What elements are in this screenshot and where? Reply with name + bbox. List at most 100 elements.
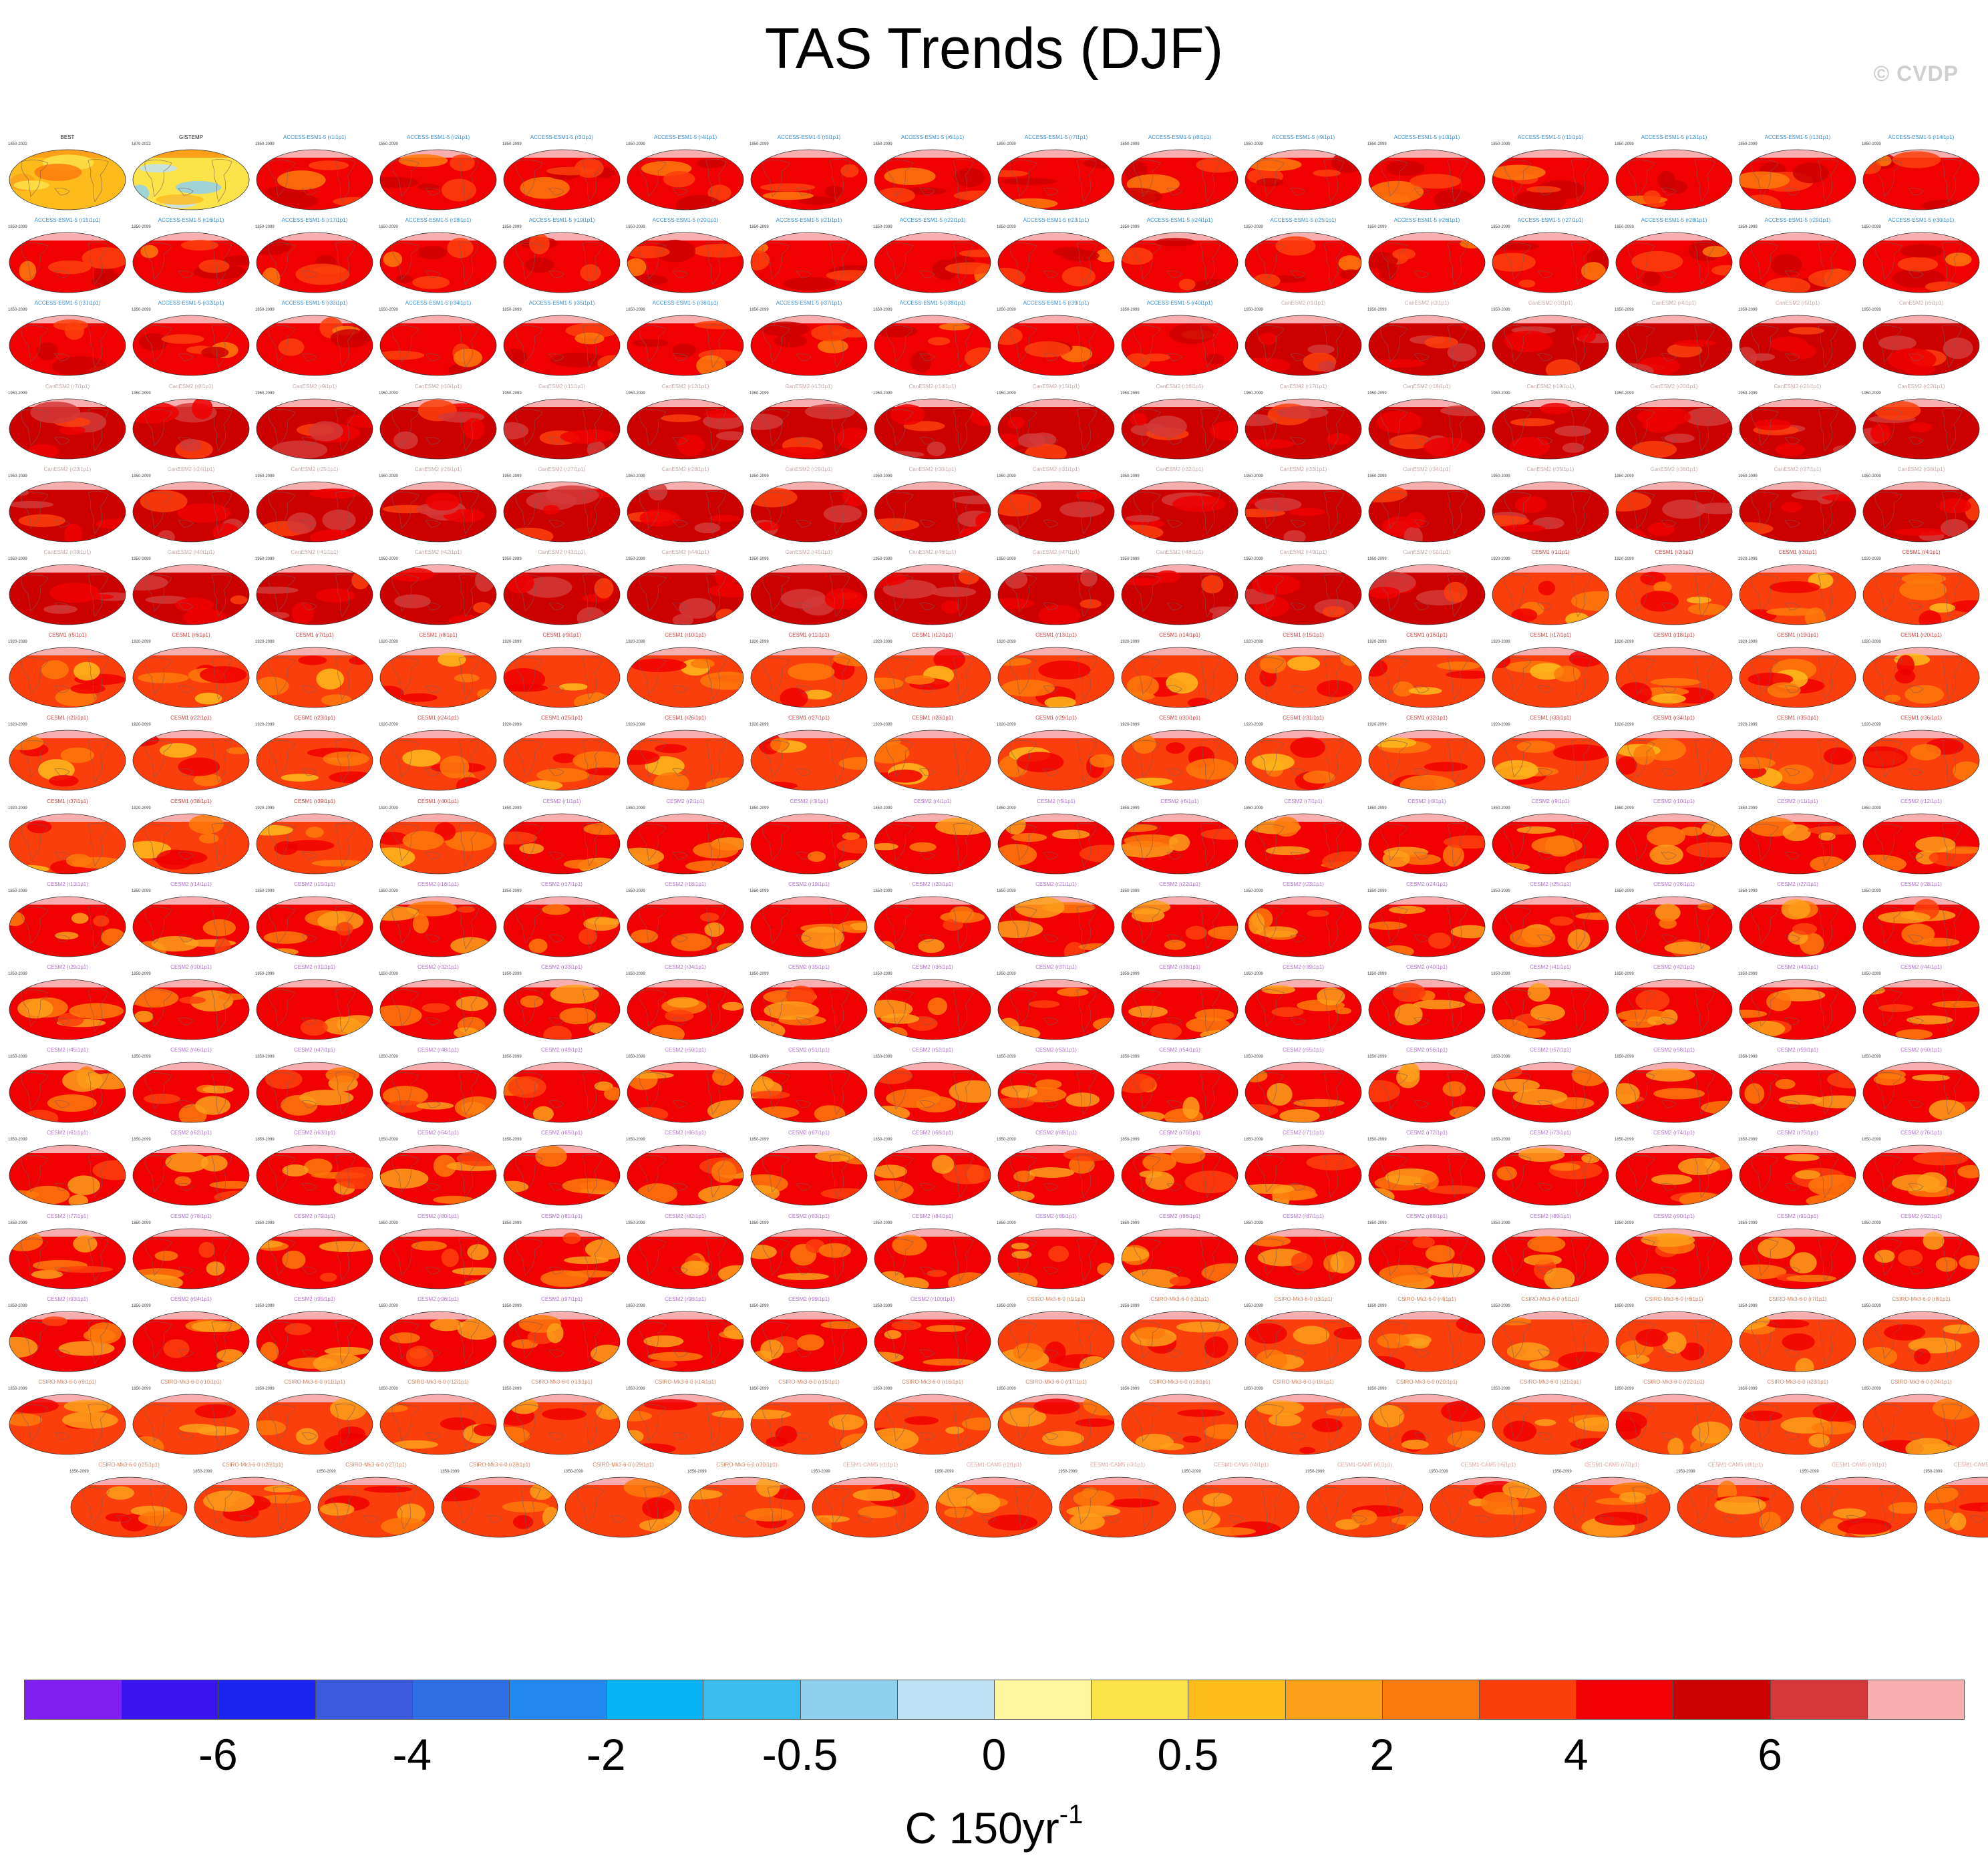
colorbar-tick-label: 6 — [1758, 1730, 1782, 1779]
panel-title: CESM2 (r49i1p1) — [541, 1047, 583, 1054]
map-panel: CESM1 (r19i1p1) 1920-2099 — [1737, 631, 1858, 709]
panel-years: 1850-2099 — [750, 142, 769, 146]
globe-map — [1492, 1144, 1609, 1206]
map-panel: CanESM2 (r17i1p1) 1950-2099 — [1242, 383, 1364, 460]
map-panel: CSIRO-Mk3-6-0 (r30i1p1) 1850-2099 — [686, 1461, 808, 1539]
panel-years: 1850-2099 — [1738, 1055, 1758, 1060]
panel-years: 1850-2099 — [1120, 972, 1140, 976]
panel-years: 1850-2099 — [626, 225, 645, 230]
map-panel: CanESM2 (r18i1p1) 1950-2099 — [1366, 383, 1488, 460]
colorbar-box — [1091, 1680, 1189, 1720]
panel-title: ACCESS-ESM1-5 (r12i1p1) — [1641, 134, 1707, 140]
globe-map — [627, 1228, 744, 1289]
globe-map — [1862, 896, 1980, 957]
panel-title: CESM2 (r54i1p1) — [1159, 1047, 1200, 1054]
panel-years: 1850-2099 — [626, 1387, 645, 1391]
globe-map — [9, 896, 126, 957]
panel-years: 1850-2099 — [1367, 1138, 1387, 1142]
panel-title: CESM2 (r79i1p1) — [294, 1213, 335, 1219]
panel-years: 1850-2099 — [379, 1055, 398, 1060]
panel-years: 1850-2099 — [873, 1221, 892, 1225]
panel-title: CanESM2 (r1i1p1) — [1281, 300, 1326, 307]
map-panel: CESM1-CAM5 (r2i1p1) 1950-2099 — [933, 1461, 1055, 1539]
panel-title: CESM1 (r40i1p1) — [418, 798, 459, 804]
globe-map — [1739, 1062, 1856, 1123]
colorbar-box — [315, 1680, 413, 1720]
map-panel: CESM2 (r16i1p1) 1850-2099 — [377, 881, 499, 958]
panel-years: 1950-2099 — [1615, 391, 1634, 396]
globe-map — [256, 315, 373, 376]
panel-title: CanESM2 (r31i1p1) — [1032, 466, 1080, 472]
panel-years: 1920-2099 — [1615, 557, 1634, 561]
panel-years: 1950-2099 — [1305, 1470, 1325, 1474]
panel-title: CanESM2 (r23i1p1) — [43, 466, 92, 472]
panel-years: 1850-2099 — [1367, 1055, 1387, 1060]
panel-years: 1920-2099 — [1738, 723, 1758, 728]
panel-title: CESM2 (r4i1p1) — [913, 798, 952, 804]
panel-title: CESM2 (r70i1p1) — [1159, 1130, 1200, 1136]
panel-title: CanESM2 (r47i1p1) — [1032, 549, 1080, 555]
panel-years: 1850-2099 — [997, 225, 1016, 230]
map-panel: CanESM2 (r15i1p1) 1950-2099 — [995, 383, 1117, 460]
panel-title: CESM2 (r99i1p1) — [788, 1295, 830, 1302]
panel-title: CESM2 (r27i1p1) — [1777, 881, 1818, 887]
panel-years: 1950-2099 — [750, 391, 769, 396]
colorbar-box — [509, 1680, 607, 1720]
globe-map — [503, 1062, 621, 1123]
panel-years: 1920-2099 — [8, 806, 27, 810]
panel-title: ACCESS-ESM1-5 (r7i1p1) — [1024, 134, 1088, 140]
panel-title: CSIRO-Mk3-6-0 (r27i1p1) — [345, 1462, 407, 1468]
globe-map — [1121, 1311, 1238, 1372]
globe-map — [1862, 1394, 1980, 1455]
globe-map — [9, 979, 126, 1040]
map-panel: CanESM2 (r48i1p1) 1950-2099 — [1119, 549, 1240, 626]
panel-title: CSIRO-Mk3-6-0 (r19i1p1) — [1273, 1379, 1334, 1385]
panel-years: 1920-2099 — [750, 723, 769, 728]
panel-title: CESM2 (r80i1p1) — [418, 1213, 459, 1219]
panel-title: CESM2 (r11i1p1) — [1777, 798, 1818, 804]
panel-years: 1850-2099 — [873, 1303, 892, 1308]
globe-map — [1121, 398, 1238, 459]
map-panel: CSIRO-Mk3-6-0 (r15i1p1) 1850-2099 — [748, 1378, 870, 1456]
globe-map — [1615, 896, 1733, 957]
colorbar-box — [218, 1680, 316, 1720]
panel-title: CESM1 (r32i1p1) — [1406, 715, 1448, 722]
globe-map — [874, 149, 991, 210]
panel-title: CanESM2 (r43i1p1) — [538, 549, 586, 555]
panel-title: CESM1-CAM5 (r10i1p1) — [1953, 1462, 1988, 1468]
panel-title: ACCESS-ESM1-5 (r38i1p1) — [899, 300, 966, 307]
map-panel: CSIRO-Mk3-6-0 (r13i1p1) 1850-2099 — [501, 1378, 623, 1456]
panel-title: ACCESS-ESM1-5 (r25i1p1) — [1270, 217, 1337, 224]
panel-years: 1950-2099 — [1367, 557, 1387, 561]
globe-map — [1739, 564, 1856, 625]
panel-title: CanESM2 (r12i1p1) — [661, 383, 709, 390]
panel-years: 1850-2099 — [255, 308, 275, 313]
panel-title: CESM1 (r26i1p1) — [665, 715, 706, 722]
panel-years: 1950-2099 — [1244, 308, 1263, 313]
map-panel: CESM2 (r6i1p1) 1850-2099 — [1119, 798, 1240, 875]
panel-years: 1850-2099 — [687, 1470, 707, 1474]
panel-years: 1850-2099 — [750, 806, 769, 810]
map-panel: CanESM2 (r31i1p1) 1950-2099 — [995, 466, 1117, 543]
panel-years: 1950-2099 — [255, 474, 275, 478]
map-panel: CESM2 (r33i1p1) 1850-2099 — [501, 963, 623, 1041]
globe-map — [1615, 1144, 1733, 1206]
panel-title: CESM2 (r90i1p1) — [1653, 1213, 1695, 1219]
panel-title: CESM2 (r39i1p1) — [1283, 964, 1324, 970]
map-panel: CanESM2 (r28i1p1) 1950-2099 — [625, 466, 746, 543]
panel-title: CESM1 (r36i1p1) — [1900, 715, 1942, 722]
panel-title: CanESM2 (r29i1p1) — [785, 466, 833, 472]
map-panel: CESM2 (r18i1p1) 1850-2099 — [625, 881, 746, 958]
map-panel: CESM1 (r11i1p1) 1920-2099 — [748, 631, 870, 709]
panel-years: 1950-2099 — [1491, 391, 1510, 396]
map-panel: CESM2 (r47i1p1) 1850-2099 — [254, 1046, 375, 1124]
map-panel: CanESM2 (r19i1p1) 1950-2099 — [1490, 383, 1611, 460]
panel-years: 1850-2099 — [1244, 972, 1263, 976]
panel-title: CanESM2 (r25i1p1) — [291, 466, 339, 472]
panel-years: 1850-2099 — [750, 1221, 769, 1225]
panel-years: 1920-2099 — [1862, 557, 1881, 561]
globe-map — [1739, 647, 1856, 708]
map-panel: CESM2 (r87i1p1) 1850-2099 — [1242, 1213, 1364, 1290]
map-panel: CESM2 (r29i1p1) 1850-2099 — [7, 963, 128, 1041]
globe-map — [132, 1228, 250, 1289]
